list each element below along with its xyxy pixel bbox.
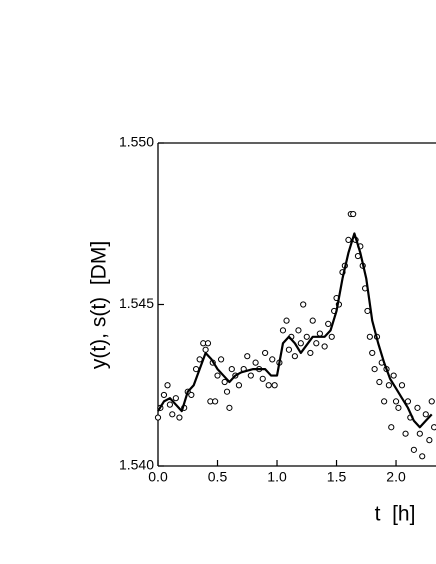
data-point [235, 382, 243, 389]
data-point [300, 301, 307, 308]
data-point [321, 343, 328, 350]
data-point [285, 346, 293, 353]
data-point [226, 404, 233, 411]
data-point [364, 307, 371, 315]
data-point [350, 210, 357, 218]
data-point [371, 366, 378, 373]
data-point [402, 430, 409, 437]
x-tick-label: 1.0 [267, 469, 287, 485]
data-point [395, 404, 402, 411]
data-point [202, 346, 209, 353]
data-point [283, 317, 290, 324]
data-point [297, 340, 304, 347]
data-point [188, 391, 195, 399]
y-axis-title: y(t), s(t) [DM] [88, 241, 111, 369]
data-point [307, 349, 314, 357]
data-point [204, 340, 212, 347]
data-point [309, 317, 316, 324]
data-point [381, 398, 388, 405]
data-point [172, 395, 179, 402]
data-point [366, 333, 373, 340]
data-point [325, 320, 332, 327]
data-point [388, 424, 395, 431]
data-point [316, 330, 323, 337]
data-point [419, 453, 426, 460]
data-point [212, 398, 219, 405]
data-point [345, 236, 352, 243]
data-point [259, 375, 266, 382]
y-tick-label: 1.550 [119, 134, 154, 150]
data-point [265, 382, 272, 389]
data-point [166, 401, 174, 408]
data-point [279, 327, 287, 334]
data-point [244, 353, 251, 360]
data-point [164, 382, 171, 389]
data-point [385, 382, 392, 389]
data-point [247, 372, 254, 379]
data-point [176, 414, 183, 421]
data-point [262, 349, 269, 357]
data-point [414, 404, 421, 411]
data-point [398, 382, 406, 389]
data-point [160, 391, 168, 399]
data-point [223, 388, 231, 395]
y-tick-label: 1.545 [119, 295, 154, 311]
data-point [154, 414, 162, 421]
data-point [426, 437, 433, 444]
data-point [390, 372, 397, 379]
data-point [410, 446, 417, 453]
data-point [431, 424, 436, 431]
data-point [217, 356, 225, 363]
x-tick-label: 2.0 [386, 469, 406, 485]
data-point [269, 356, 276, 363]
data-point [313, 340, 320, 347]
data-point [214, 372, 221, 379]
data-point [416, 430, 423, 437]
data-point [252, 359, 259, 366]
data-point [221, 378, 228, 386]
x-tick-label: 1.5 [327, 469, 347, 485]
data-point [428, 398, 435, 405]
data-point [271, 382, 278, 389]
x-axis-title: t [h] [375, 503, 416, 526]
data-point [169, 411, 176, 418]
data-point [422, 411, 429, 418]
data-point [376, 378, 383, 386]
data-point [369, 349, 376, 357]
data-point [404, 398, 412, 405]
data-point [392, 398, 400, 405]
x-tick-label: 0.0 [148, 469, 168, 485]
y-tick-label: 1.540 [119, 457, 154, 473]
line-series [157, 232, 433, 429]
data-point [303, 333, 310, 340]
data-point [291, 353, 298, 360]
data-point [228, 366, 235, 373]
data-point [328, 333, 335, 340]
data-point [295, 327, 302, 334]
x-tick-label: 0.5 [208, 469, 228, 485]
